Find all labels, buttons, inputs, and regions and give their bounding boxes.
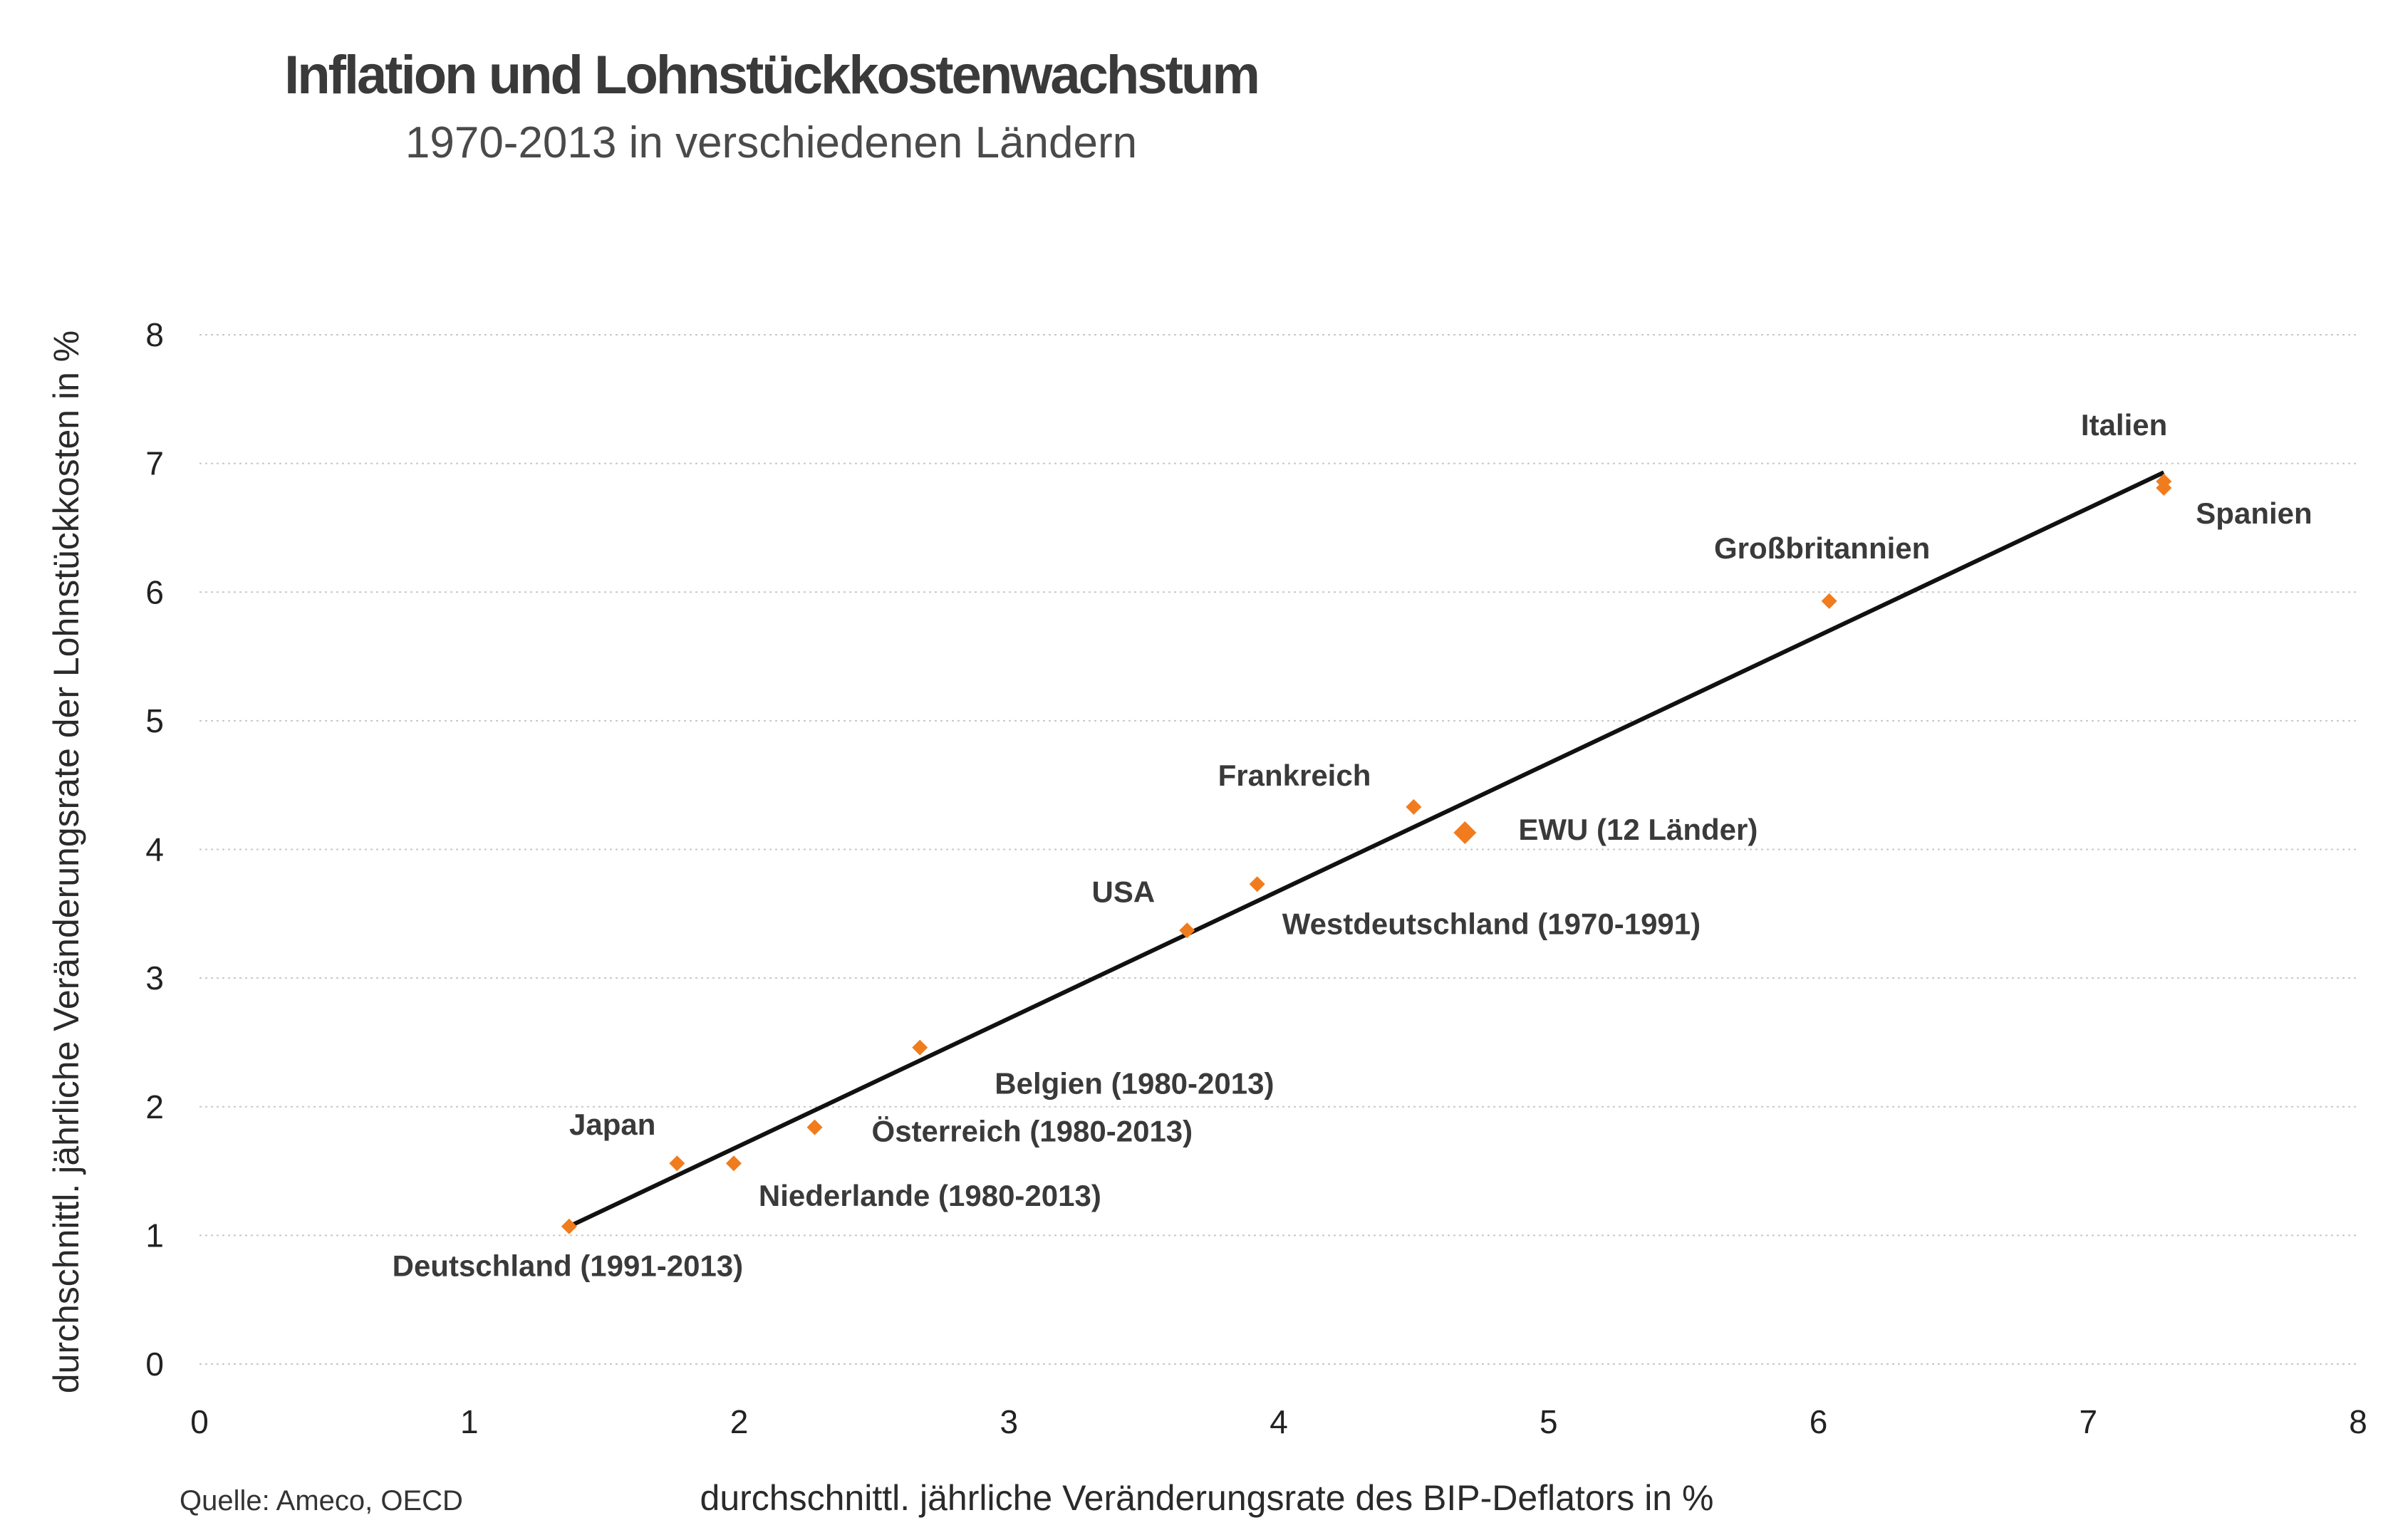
y-tick-label: 4 bbox=[145, 831, 164, 868]
trendline bbox=[568, 470, 2165, 1229]
data-point bbox=[912, 1039, 928, 1056]
chart-title: Inflation und Lohnstückkostenwachstum bbox=[284, 45, 1260, 105]
x-tick-label: 5 bbox=[1540, 1403, 1558, 1440]
x-tick-label: 2 bbox=[730, 1403, 749, 1440]
data-label: EWU (12 Länder) bbox=[1518, 813, 1758, 846]
y-tick-label: 7 bbox=[145, 445, 164, 482]
data-point bbox=[806, 1119, 823, 1135]
data-label: Großbritannien bbox=[1714, 531, 1930, 565]
y-tick-label: 2 bbox=[145, 1088, 164, 1125]
x-tick-label: 7 bbox=[2079, 1403, 2097, 1440]
data-point bbox=[561, 1218, 577, 1234]
data-point bbox=[2156, 479, 2172, 496]
x-tick-label: 1 bbox=[460, 1403, 479, 1440]
x-axis-label: durchschnittl. jährliche Veränderungsrat… bbox=[700, 1478, 1714, 1518]
data-label: USA bbox=[1092, 875, 1156, 908]
data-point bbox=[1453, 821, 1477, 845]
y-tick-label: 6 bbox=[145, 573, 164, 610]
data-label: Belgien (1980-2013) bbox=[995, 1067, 1274, 1101]
data-point bbox=[1249, 876, 1265, 893]
x-axis-ticks: 0 1 2 3 4 5 6 7 8 bbox=[190, 1403, 2367, 1440]
x-tick-label: 4 bbox=[1270, 1403, 1288, 1440]
x-tick-label: 3 bbox=[1000, 1403, 1018, 1440]
data-label: Österreich (1980-2013) bbox=[872, 1115, 1193, 1148]
y-axis-label: durchschnittl. jährliche Veränderungsrat… bbox=[46, 331, 86, 1394]
source-note: Quelle: Ameco, OECD bbox=[180, 1485, 463, 1516]
y-tick-label: 1 bbox=[145, 1217, 164, 1254]
chart-subtitle: 1970-2013 in verschiedenen Ländern bbox=[405, 118, 1138, 167]
y-tick-label: 0 bbox=[145, 1346, 164, 1383]
data-label: Niederlande (1980-2013) bbox=[759, 1179, 1101, 1212]
data-point bbox=[1821, 593, 1837, 609]
data-label: Westdeutschland (1970-1991) bbox=[1282, 907, 1701, 940]
x-tick-label: 6 bbox=[1810, 1403, 1828, 1440]
grid-lines bbox=[199, 334, 2358, 1365]
data-point bbox=[1179, 922, 1195, 939]
y-tick-label: 8 bbox=[145, 316, 164, 353]
data-label: Japan bbox=[569, 1108, 655, 1141]
data-label: Spanien bbox=[2196, 496, 2312, 530]
data-label: Deutschland (1991-2013) bbox=[393, 1249, 744, 1283]
data-points bbox=[561, 473, 2172, 1234]
x-tick-label: 8 bbox=[2349, 1403, 2367, 1440]
y-axis-ticks: 0 1 2 3 4 5 6 7 8 bbox=[145, 316, 164, 1383]
y-tick-label: 5 bbox=[145, 702, 164, 739]
data-point bbox=[725, 1155, 742, 1172]
data-point bbox=[1406, 798, 1422, 815]
data-point bbox=[669, 1155, 685, 1172]
data-labels: Deutschland (1991-2013) Japan Niederlande … bbox=[393, 408, 2312, 1283]
data-label: Italien bbox=[2081, 408, 2167, 442]
y-tick-label: 3 bbox=[145, 959, 164, 997]
data-label: Frankreich bbox=[1218, 759, 1371, 792]
x-tick-label: 0 bbox=[190, 1403, 209, 1440]
